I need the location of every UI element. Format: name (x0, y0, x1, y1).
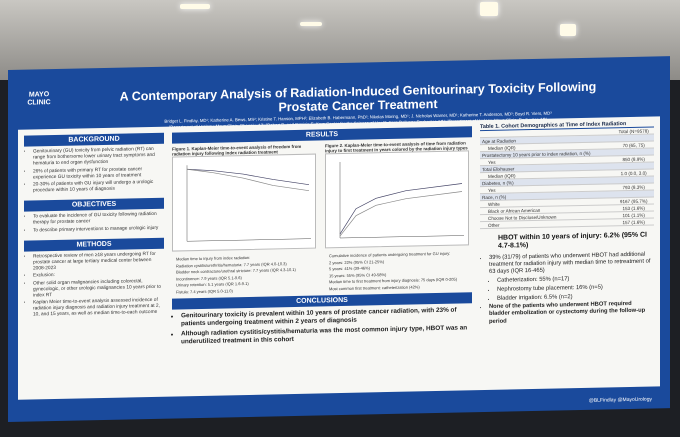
left-column: BACKGROUND Genitourinary (GU) toxicity f… (24, 132, 164, 320)
ceiling-light (300, 22, 322, 26)
hbot-list: 39% (31/79) of patients who underwent HB… (480, 251, 654, 325)
km-plot (325, 150, 469, 249)
ceiling-light (560, 24, 576, 36)
curve (186, 168, 310, 186)
axis (340, 235, 464, 239)
list-item: None of the patients who underwent HBOT … (489, 301, 654, 326)
list-item: Fistula: 7.4 years (IQR 5.0-11.0) (176, 287, 233, 294)
section-heading: BACKGROUND (24, 132, 164, 147)
list-item: 39% (31/79) of patients who underwent HB… (489, 251, 654, 276)
figure-notes: Cumulative incidence of patients undergo… (325, 250, 472, 291)
hbot-headline: HBOT within 10 years of injury: 6.2% (95… (498, 231, 647, 250)
poster: MAYO CLINIC A Contemporary Analysis of R… (8, 56, 670, 422)
list-item: To describe primary interventions to man… (33, 225, 164, 234)
list-item: Genitourinary (GU) toxicity from pelvic … (33, 147, 164, 168)
list-item: Kaplan Meier time-to-event analysis asse… (33, 298, 164, 319)
methods-list: Retrospective review of men ≥18 years un… (24, 251, 164, 318)
cell: 157 (1.6%) (613, 217, 654, 226)
conclusions-list: Genitourinary toxicity is prevalent with… (172, 306, 472, 346)
section-heading: METHODS (24, 237, 164, 252)
curve (339, 183, 463, 235)
axis (187, 238, 311, 242)
list-item: Other solid organ malignancies including… (33, 278, 164, 299)
curve (186, 168, 310, 192)
cell: Other (480, 218, 614, 229)
background-list: Genitourinary (GU) toxicity from pelvic … (24, 147, 164, 195)
figure: Figure 2. Kaplan-Meier time-to-event ana… (325, 140, 472, 292)
ceiling-light (480, 2, 498, 16)
objectives-list: To evaluate the incidence of GU toxicity… (24, 212, 164, 234)
logo: MAYO CLINIC (27, 91, 51, 107)
curve (339, 191, 463, 237)
figure: Figure 1. Kaplan-Meier time-to-event ana… (172, 143, 319, 295)
list-item: 26% of patients with primary RT for pros… (33, 166, 164, 181)
poster-body: BACKGROUND Genitourinary (GU) toxicity f… (18, 116, 660, 400)
list-item: Retrospective review of men ≥18 years un… (33, 251, 164, 272)
list-item: To evaluate the incidence of GU toxicity… (33, 212, 164, 227)
ceiling-light (180, 4, 210, 9)
demographics-table: Total (N=9578) Age at Radiation Median (I… (480, 127, 654, 229)
list-item: Most common first treatment: catheteriza… (329, 283, 420, 291)
figure-notes: Median time to injury from index radiati… (172, 253, 319, 294)
right-column: Table 1. Cohort Demographics at Time of … (480, 120, 654, 327)
middle-column: RESULTS Figure 1. Kaplan-Meier time-to-e… (172, 126, 472, 347)
km-plot (172, 153, 316, 252)
list-item: 20-30% of patients with GU injury will u… (33, 180, 164, 195)
section-heading: OBJECTIVES (24, 197, 164, 212)
footer-handles: @BLFindlay @MayoUrology (588, 396, 652, 404)
figures: Figure 1. Kaplan-Meier time-to-event ana… (172, 140, 472, 295)
